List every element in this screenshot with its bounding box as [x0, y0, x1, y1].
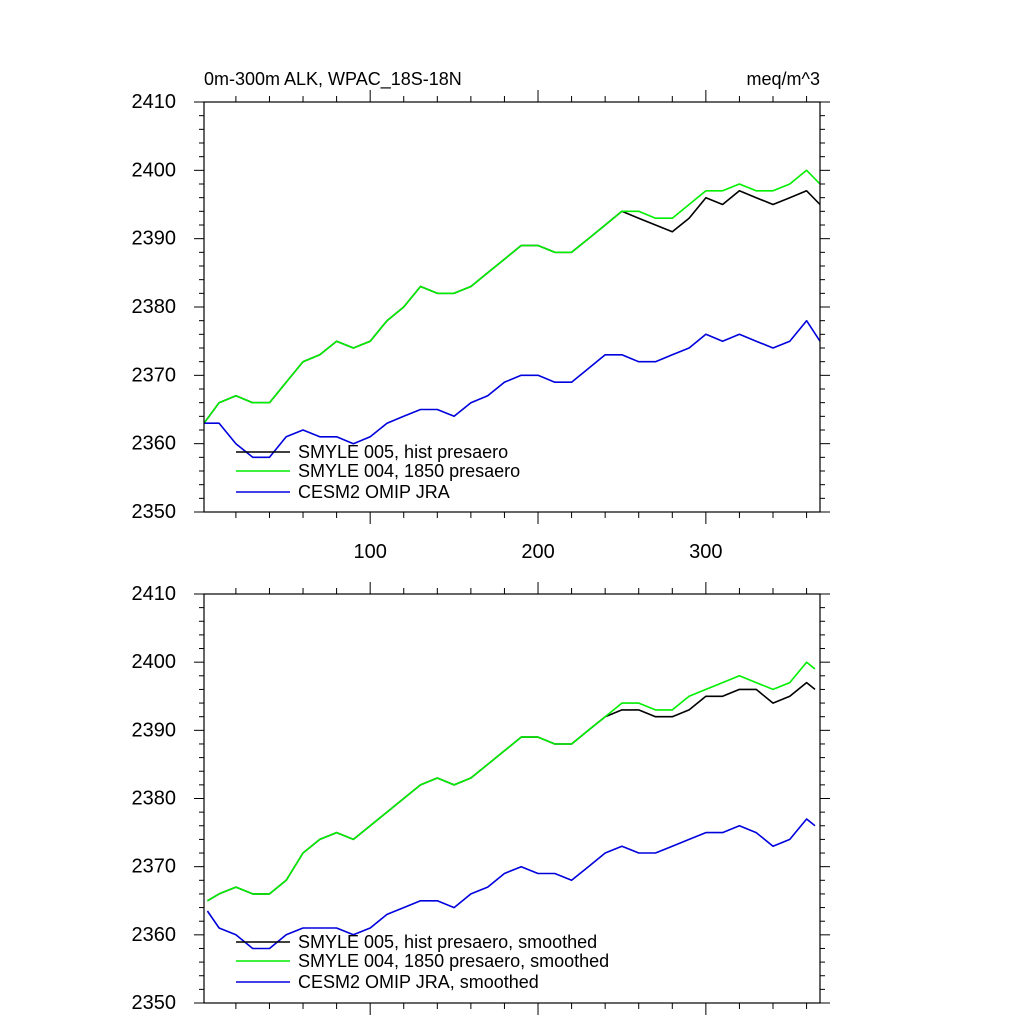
legend-label-3: CESM2 OMIP JRA [298, 482, 450, 502]
plot-panel-2: 2350 2360 2370 2380 2390 2400 2410 [132, 582, 830, 1015]
legend-top: SMYLE 005, hist presaero SMYLE 004, 1850… [236, 442, 520, 502]
legend-label-2: SMYLE 004, 1850 presaero [298, 461, 520, 481]
y-tick-label: 2370 [132, 364, 177, 386]
plot-frame [203, 101, 821, 513]
series-line-1 [203, 190, 821, 424]
y-tick-label: 2350 [132, 501, 177, 523]
chart-title: 0m-300m ALK, WPAC_18S-18N [204, 69, 462, 90]
y-tick-label: 2390 [132, 228, 177, 250]
legend-label-6: CESM2 OMIP JRA, smoothed [298, 972, 539, 992]
units-label: meq/m^3 [747, 69, 820, 89]
y-tick-label: 2410 [132, 91, 177, 113]
y-tick-label: 2380 [132, 296, 177, 318]
legend-label-4: SMYLE 005, hist presaero, smoothed [298, 932, 597, 952]
series-line-3 [206, 818, 816, 950]
legend-label-5: SMYLE 004, 1850 presaero, smoothed [298, 951, 609, 971]
y-tick-label: 2360 [132, 924, 177, 946]
y-tick-label: 2370 [132, 856, 177, 878]
x-tick-label: 300 [689, 541, 722, 563]
legend-bottom: SMYLE 005, hist presaero, smoothed SMYLE… [236, 932, 609, 992]
x-tick-label: 200 [521, 541, 554, 563]
y-tick-label: 2390 [132, 719, 177, 741]
legend-label-1: SMYLE 005, hist presaero [298, 442, 508, 462]
y-tick-label: 2400 [132, 651, 177, 673]
series-line-2 [203, 169, 821, 424]
series-line-2 [206, 661, 816, 902]
series-line-3 [204, 319, 821, 459]
x-tick-label: 100 [353, 541, 386, 563]
y-tick-label: 2400 [132, 159, 177, 181]
series-line-1 [206, 681, 816, 902]
y-tick-label: 2380 [132, 788, 177, 810]
y-tick-label: 2350 [132, 992, 177, 1014]
y-tick-label: 2410 [132, 583, 177, 605]
plot-panel-1: 2350 2360 2370 2380 2390 2400 2410 100 200 300 [132, 90, 830, 563]
y-tick-label: 2360 [132, 433, 177, 455]
